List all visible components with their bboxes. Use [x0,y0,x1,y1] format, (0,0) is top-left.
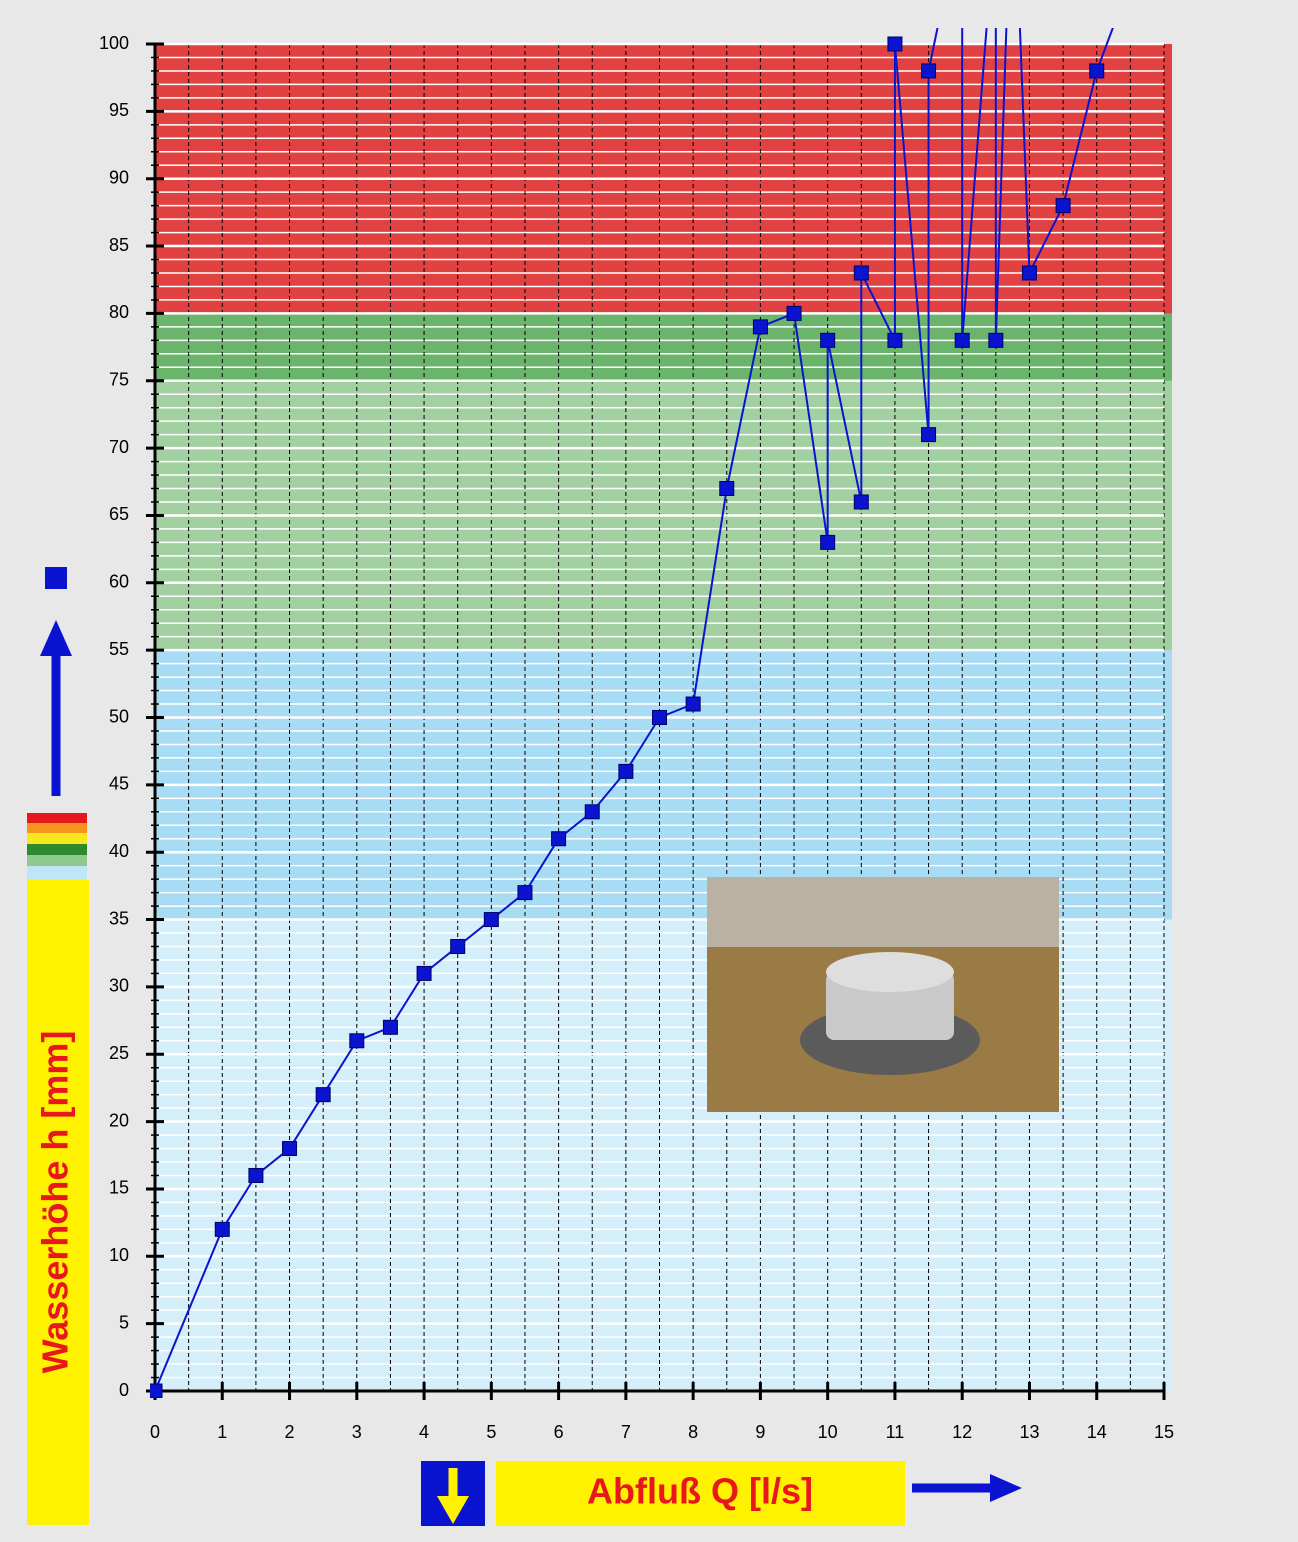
x-tick-label: 1 [217,1422,227,1442]
data-point [787,306,801,320]
data-point [955,333,969,347]
y-tick-label: 20 [109,1110,129,1130]
data-point [249,1168,263,1182]
photo-drain-top [826,952,954,992]
y-tick-label: 80 [109,302,129,322]
x-tick-label: 14 [1087,1422,1107,1442]
data-point [1090,64,1104,78]
legend-stripe [27,844,87,855]
legend-stripe [27,855,87,866]
x-tick-label: 9 [755,1422,765,1442]
data-point [821,535,835,549]
data-point [1022,266,1036,280]
data-point [653,711,667,725]
x-tick-label: 0 [150,1422,160,1442]
data-point [484,913,498,927]
y-tick-label: 45 [109,774,129,794]
y-tick-label: 70 [109,437,129,457]
data-point [350,1034,364,1048]
x-tick-label: 15 [1154,1422,1174,1442]
y-axis-label: Wasserhöhe h [mm] [35,1031,76,1374]
x-tick-label: 13 [1019,1422,1039,1442]
marker-icon [45,567,67,589]
data-point [283,1142,297,1156]
y-tick-label: 30 [109,976,129,996]
legend-stripe [27,813,87,823]
data-point [989,333,1003,347]
y-tick-label: 55 [109,639,129,659]
x-tick-label: 12 [952,1422,972,1442]
data-point [417,966,431,980]
x-axis-label: Abfluß Q [l/s] [587,1471,813,1512]
data-point [215,1222,229,1236]
legend-stripe [27,833,87,844]
data-point [821,333,835,347]
photo-wall [707,877,1059,947]
y-tick-label: 65 [109,504,129,524]
y-tick-label: 100 [99,33,129,53]
y-tick-label: 85 [109,235,129,255]
x-tick-label: 8 [688,1422,698,1442]
y-tick-label: 60 [109,572,129,592]
x-tick-label: 7 [621,1422,631,1442]
y-tick-label: 95 [109,100,129,120]
y-tick-label: 25 [109,1043,129,1063]
chart: 0510152025303540455055606570758085909510… [0,0,1298,1537]
data-point [753,320,767,334]
data-point [619,764,633,778]
data-point [383,1020,397,1034]
x-tick-label: 4 [419,1422,429,1442]
data-point [686,697,700,711]
data-point [316,1088,330,1102]
x-tick-label: 11 [886,1422,905,1442]
y-tick-label: 35 [109,908,129,928]
data-point [720,482,734,496]
y-tick-label: 75 [109,370,129,390]
x-tick-label: 2 [285,1422,295,1442]
page: 0510152025303540455055606570758085909510… [0,0,1298,1542]
legend-stripe [27,866,87,880]
data-point [518,886,532,900]
x-tick-label: 3 [352,1422,362,1442]
y-tick-label: 5 [119,1312,129,1332]
data-point [922,428,936,442]
data-point [888,37,902,51]
x-tick-label: 6 [554,1422,564,1442]
y-tick-label: 10 [109,1245,129,1265]
data-point [552,832,566,846]
y-tick-label: 0 [119,1380,129,1400]
legend-stripe [27,823,87,833]
data-point [854,266,868,280]
x-tick-label: 10 [818,1422,838,1442]
y-tick-label: 50 [109,706,129,726]
y-tick-label: 40 [109,841,129,861]
data-point [888,333,902,347]
data-point [148,1384,162,1398]
data-point [585,805,599,819]
band [155,313,1172,380]
x-tick-label: 5 [486,1422,496,1442]
data-point [451,939,465,953]
data-point [854,495,868,509]
data-point [922,64,936,78]
data-point [1056,199,1070,213]
y-tick-label: 90 [109,167,129,187]
y-tick-label: 15 [109,1178,129,1198]
